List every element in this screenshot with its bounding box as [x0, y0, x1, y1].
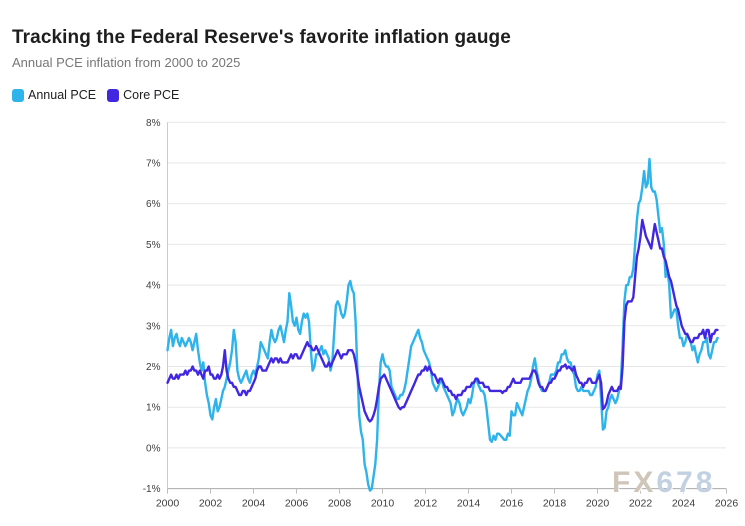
y-tick-label: 6% — [146, 199, 161, 210]
y-tick-label: 2% — [146, 362, 161, 373]
legend-item-annual-pce[interactable]: Annual PCE — [12, 88, 96, 102]
core-pce-swatch-icon — [107, 88, 120, 102]
y-tick-label: 3% — [146, 321, 161, 332]
x-tick-label: 2022 — [629, 498, 653, 510]
x-tick-label: 2000 — [156, 498, 180, 510]
x-tick-label: 2018 — [543, 498, 567, 510]
annual-pce-legend-label: Annual PCE — [28, 88, 97, 102]
y-tick-label: 5% — [146, 240, 161, 251]
x-tick-label: 2016 — [500, 498, 524, 510]
x-tick-label: 2008 — [328, 498, 352, 510]
page-title: Tracking the Federal Reserve's favorite … — [12, 27, 511, 48]
series-line-core-pce — [166, 218, 719, 423]
x-tick-label: 2012 — [414, 498, 438, 510]
x-tick-label: 2010 — [371, 498, 395, 510]
x-tick-label: 2026 — [715, 498, 739, 510]
y-tick-label: 1% — [146, 403, 161, 414]
x-tick-label: 2002 — [199, 498, 223, 510]
annual-pce-swatch-icon — [12, 88, 24, 102]
y-tick-label: 0% — [146, 443, 161, 454]
x-tick-label: 2006 — [285, 498, 309, 510]
x-tick-label: 2004 — [242, 498, 266, 510]
x-tick-label: 2020 — [586, 498, 610, 510]
x-tick-label: 2014 — [457, 498, 481, 510]
chart-legend: Annual PCE Core PCE — [12, 88, 179, 102]
watermark-678: 678 — [656, 466, 716, 499]
legend-item-core-pce[interactable]: Core PCE — [107, 88, 179, 102]
watermark-fx678: FX678 — [612, 468, 715, 498]
y-tick-label: 8% — [146, 118, 161, 129]
y-tick-label: -1% — [143, 484, 161, 495]
y-tick-label: 7% — [146, 159, 161, 170]
x-tick-label: 2024 — [672, 498, 696, 510]
watermark-fx: FX — [612, 466, 657, 499]
y-tick-label: 4% — [146, 281, 161, 292]
page-subtitle: Annual PCE inflation from 2000 to 2025 — [12, 55, 241, 70]
core-pce-legend-label: Core PCE — [123, 88, 180, 102]
